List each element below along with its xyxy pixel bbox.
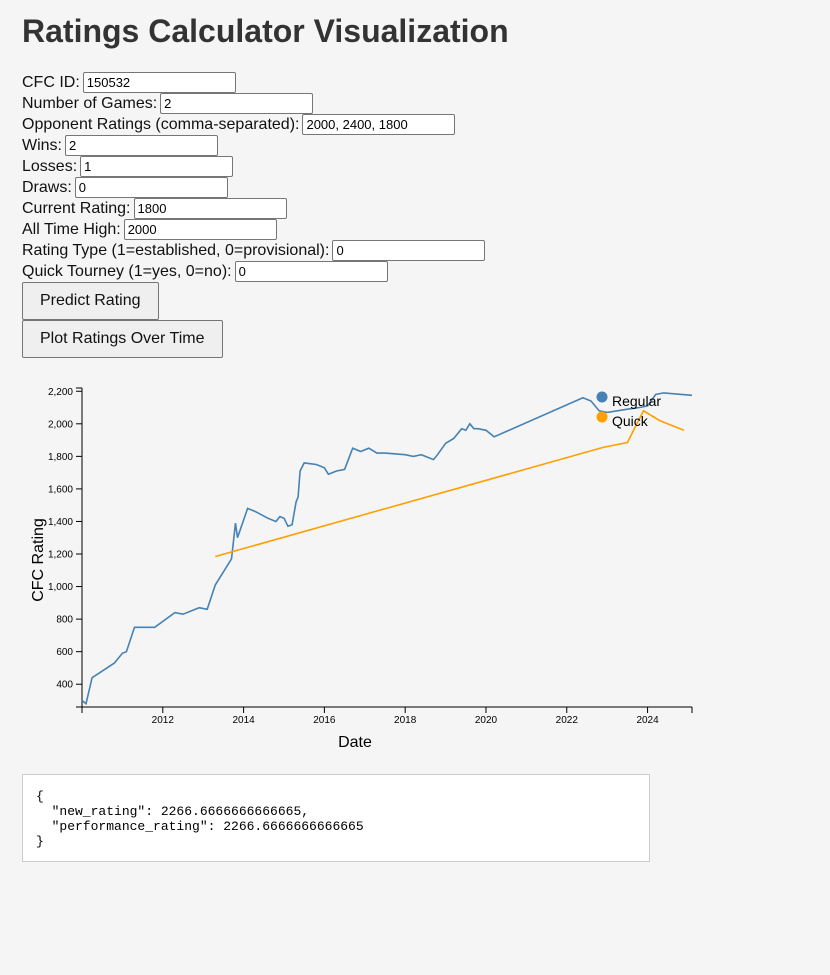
y-tick-label: 2,000: [48, 419, 73, 430]
legend-swatch-regular: [596, 391, 608, 403]
y-tick-label: 800: [56, 615, 73, 626]
y-axis-label: CFC Rating: [30, 518, 47, 602]
x-tick-label: 2020: [475, 715, 498, 726]
losses-input[interactable]: [80, 156, 234, 177]
y-tick-label: 1,000: [48, 582, 73, 593]
legend-label-regular: Regular: [612, 393, 661, 409]
plot-ratings-button[interactable]: Plot Ratings Over Time: [22, 320, 223, 358]
y-tick-label: 1,200: [48, 550, 73, 561]
wins-input[interactable]: [65, 135, 218, 156]
prediction-output: { "new_rating": 2266.6666666666665, "per…: [22, 774, 650, 862]
rating-type-row: Rating Type (1=established, 0=provisiona…: [22, 240, 812, 261]
num-games-input[interactable]: [160, 93, 314, 114]
quick-tourney-input[interactable]: [234, 261, 388, 282]
num-games-label: Number of Games:: [22, 95, 158, 112]
page: Ratings Calculator Visualization CFC ID:…: [22, 0, 812, 358]
x-tick-label: 2024: [636, 715, 659, 726]
x-tick-label: 2016: [313, 715, 336, 726]
losses-row: Losses:: [22, 156, 812, 177]
predict-rating-button[interactable]: Predict Rating: [22, 282, 159, 320]
cfc-id-input[interactable]: [82, 72, 236, 93]
wins-row: Wins:: [22, 135, 812, 156]
page-title: Ratings Calculator Visualization: [22, 13, 509, 49]
all-time-high-input[interactable]: [123, 219, 277, 240]
x-axis-label: Date: [338, 734, 372, 751]
y-tick-label: 1,600: [48, 484, 73, 495]
all-time-high-label: All Time High:: [22, 221, 121, 238]
quick-tourney-label: Quick Tourney (1=yes, 0=no):: [22, 263, 232, 280]
x-tick-label: 2014: [232, 715, 255, 726]
rating-chart-svg: 2012 2014 2016 2018 2020 2022 2024 400 600 800 1,0…: [30, 387, 693, 751]
all-time-high-row: All Time High:: [22, 219, 812, 240]
current-rating-input[interactable]: [133, 198, 287, 219]
x-tick-label: 2012: [152, 715, 175, 726]
x-tick-label: 2018: [394, 715, 417, 726]
legend-label-quick: Quick: [612, 413, 649, 429]
cfc-id-row: CFC ID:: [22, 72, 812, 93]
series-line-regular: [81, 392, 693, 706]
y-tick-label: 1,800: [48, 452, 73, 463]
x-tick-label: 2022: [556, 715, 579, 726]
draws-input[interactable]: [74, 177, 228, 198]
losses-label: Losses:: [22, 158, 78, 175]
opponent-ratings-label: Opponent Ratings (comma-separated):: [22, 116, 300, 133]
y-tick-label: 2,200: [48, 387, 73, 398]
rating-type-input[interactable]: [332, 240, 486, 261]
current-rating-label: Current Rating:: [22, 200, 131, 217]
opponent-ratings-input[interactable]: [302, 114, 456, 135]
y-tick-label: 600: [56, 647, 73, 658]
quick-tourney-row: Quick Tourney (1=yes, 0=no):: [22, 261, 812, 282]
current-rating-row: Current Rating:: [22, 198, 812, 219]
legend-swatch-quick: [596, 411, 608, 423]
y-tick-label: 400: [56, 680, 73, 691]
draws-row: Draws:: [22, 177, 812, 198]
rating-form: CFC ID: Number of Games: Opponent Rating…: [22, 72, 812, 358]
draws-label: Draws:: [22, 179, 72, 196]
num-games-row: Number of Games:: [22, 93, 812, 114]
opponent-ratings-row: Opponent Ratings (comma-separated):: [22, 114, 812, 135]
wins-label: Wins:: [22, 137, 62, 154]
y-tick-label: 1,400: [48, 517, 73, 528]
rating-type-label: Rating Type (1=established, 0=provisiona…: [22, 242, 330, 259]
cfc-id-label: CFC ID:: [22, 74, 80, 91]
rating-chart: 2012 2014 2016 2018 2020 2022 2024 400 600 800 1,0…: [0, 380, 720, 765]
series-line-quick: [215, 409, 685, 558]
